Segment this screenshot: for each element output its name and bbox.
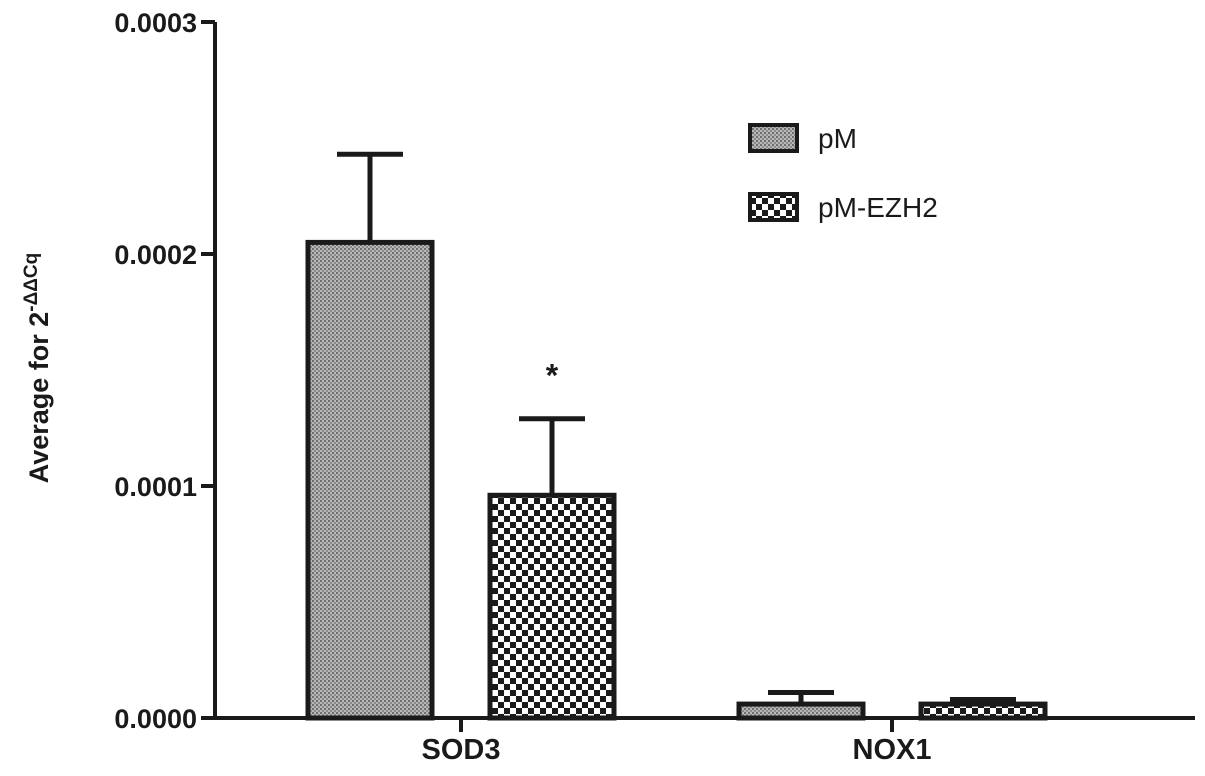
y-tick-label: 0.0000 bbox=[114, 704, 197, 734]
y-tick-label: 0.0002 bbox=[114, 240, 197, 270]
bar-sod3-pm bbox=[305, 239, 435, 721]
legend: pM pM-EZH2 bbox=[748, 123, 938, 223]
y-tick-label: 0.0003 bbox=[114, 8, 197, 38]
bar-sod3-pm-ezh2 bbox=[487, 492, 617, 721]
x-tick-label-nox1: NOX1 bbox=[853, 734, 932, 766]
legend-swatch-pm bbox=[748, 123, 799, 153]
y-axis-label: Average for 2-ΔΔCq bbox=[21, 253, 54, 484]
x-tick-label-sod3: SOD3 bbox=[422, 734, 501, 766]
y-axis-label-superscript: -ΔΔCq bbox=[21, 253, 42, 312]
bar-nox1-pm bbox=[736, 701, 866, 721]
legend-swatch-pm-ezh2 bbox=[748, 192, 799, 222]
legend-label-pm-ezh2: pM-EZH2 bbox=[818, 192, 938, 223]
y-tick-label: 0.0001 bbox=[114, 472, 197, 502]
bar-nox1-pm-ezh2 bbox=[918, 701, 1048, 721]
y-axis-label-main: Average for 2 bbox=[24, 312, 54, 484]
significance-asterisk: * bbox=[546, 358, 559, 394]
legend-label-pm: pM bbox=[818, 123, 857, 154]
